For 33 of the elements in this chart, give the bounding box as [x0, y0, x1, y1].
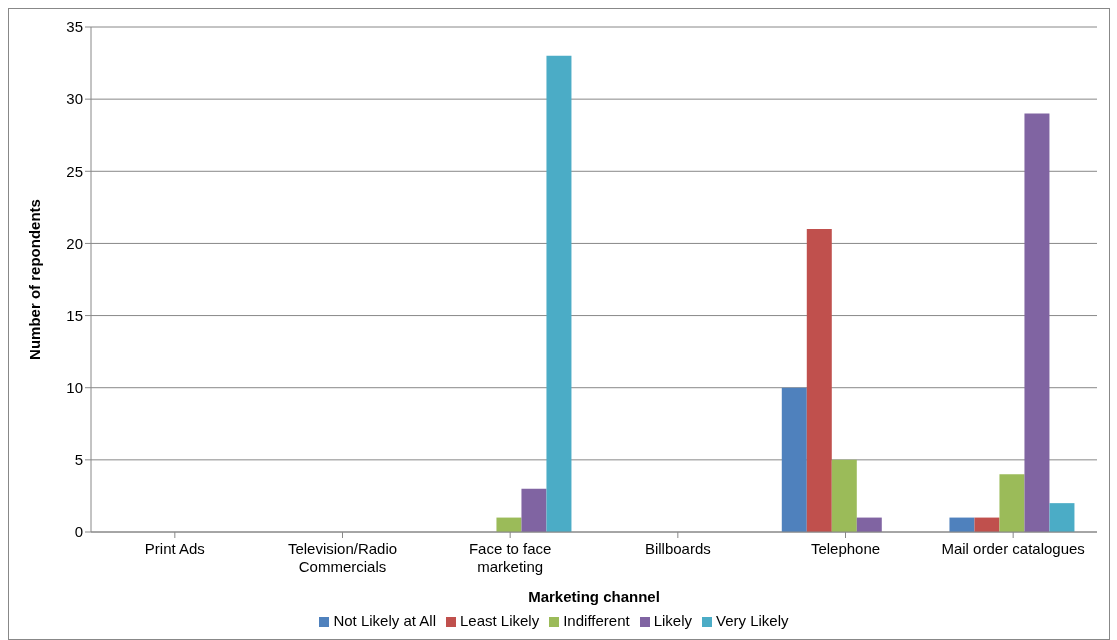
- legend-label: Very Likely: [716, 612, 789, 629]
- x-tick-label: Mail order catalogues: [941, 540, 1085, 557]
- x-tick-label: Telephone: [810, 540, 881, 557]
- x-tick-label: Print Ads: [144, 540, 205, 557]
- legend-label: Least Likely: [459, 612, 540, 629]
- legend-label: Likely: [653, 612, 693, 629]
- y-axis-title: Number of repondents: [26, 199, 44, 360]
- x-tick-label: Television/Radio Commercials: [287, 540, 398, 575]
- bar: [1024, 113, 1050, 532]
- legend-label: Indifferent: [563, 612, 630, 629]
- y-tick-label: 35: [66, 18, 83, 36]
- bar: [974, 517, 1000, 532]
- bar: [521, 488, 547, 532]
- x-axis-title: Marketing channel: [528, 588, 660, 605]
- legend-label: Not Likely at All: [333, 612, 436, 629]
- y-tick-label: 25: [66, 162, 83, 180]
- y-tick-label: 5: [74, 451, 83, 469]
- y-tick-label: 10: [66, 379, 83, 397]
- bar: [546, 55, 572, 532]
- y-tick-label: 20: [66, 234, 83, 252]
- bar: [856, 517, 882, 532]
- x-tick-label: Face to face marketing: [468, 540, 552, 575]
- x-tick-label: Billboards: [644, 540, 711, 557]
- bar: [999, 474, 1025, 532]
- bar: [496, 517, 522, 532]
- y-tick-label: 15: [66, 306, 83, 324]
- y-tick-label: 30: [66, 90, 83, 108]
- bar: [831, 459, 857, 532]
- bar: [781, 387, 807, 532]
- bar: [949, 517, 975, 532]
- bar: [806, 229, 832, 532]
- y-tick-label: 0: [74, 523, 83, 541]
- bar: [1049, 503, 1075, 532]
